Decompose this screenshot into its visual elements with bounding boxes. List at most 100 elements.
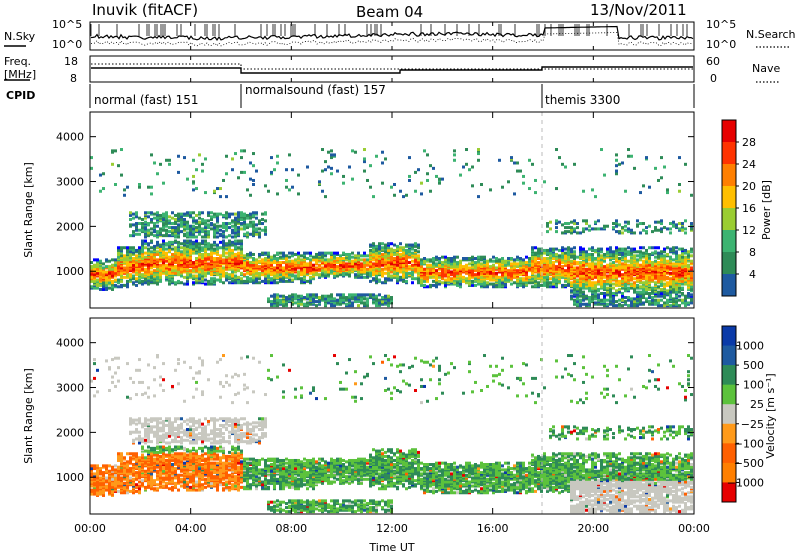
power-cell xyxy=(267,264,270,267)
power-cell xyxy=(177,155,180,158)
power-cell xyxy=(630,304,633,307)
power-cell xyxy=(228,213,231,216)
power-cell xyxy=(396,245,399,248)
power-cell xyxy=(204,191,207,194)
power-cell xyxy=(672,288,675,291)
power-cell xyxy=(513,262,516,265)
power-cell xyxy=(591,287,594,290)
power-cell xyxy=(582,275,585,278)
power-cell xyxy=(381,182,384,185)
power-cell xyxy=(264,262,267,265)
power-cell xyxy=(363,301,366,304)
power-cell xyxy=(387,249,390,252)
power-cell xyxy=(189,233,192,236)
power-cell xyxy=(603,292,606,295)
power-cell xyxy=(357,275,360,278)
power-cell xyxy=(516,269,519,272)
power-cell xyxy=(561,252,564,255)
power-cell xyxy=(330,167,333,170)
power-cell xyxy=(537,250,540,253)
power-cell xyxy=(573,301,576,304)
power-cell xyxy=(297,261,300,264)
power-cell xyxy=(432,261,435,264)
power-cell xyxy=(237,226,240,229)
nave-right-tick-bottom: 0 xyxy=(710,72,717,85)
power-cell xyxy=(174,230,177,233)
power-cell xyxy=(549,227,552,230)
power-cell xyxy=(609,262,612,265)
power-cell xyxy=(324,195,327,198)
power-cell xyxy=(210,215,213,218)
power-cell xyxy=(321,297,324,300)
power-cell xyxy=(240,242,243,245)
power-cell xyxy=(96,272,99,275)
power-cell xyxy=(381,253,384,256)
power-cell xyxy=(573,293,576,296)
power-cell xyxy=(564,230,567,233)
power-cell xyxy=(621,273,624,276)
power-cell xyxy=(468,269,471,272)
power-cell xyxy=(645,257,648,260)
power-cell xyxy=(267,261,270,264)
power-cell xyxy=(555,230,558,233)
power-cell xyxy=(207,248,210,251)
power-cell xyxy=(171,217,174,220)
power-cell xyxy=(375,275,378,278)
power-cell xyxy=(138,279,141,282)
power-cell xyxy=(177,280,180,283)
power-cell xyxy=(195,257,198,260)
power-cell xyxy=(123,246,126,249)
power-cell xyxy=(150,192,153,195)
power-cell xyxy=(198,230,201,233)
power-cell xyxy=(627,221,630,224)
power-cell xyxy=(474,269,477,272)
power-cell xyxy=(180,268,183,271)
power-cell xyxy=(669,248,672,251)
power-cell xyxy=(576,269,579,272)
power-cell xyxy=(666,299,669,302)
power-cell xyxy=(168,226,171,229)
power-cell xyxy=(282,280,285,283)
power-cell xyxy=(561,258,564,261)
power-cell xyxy=(213,223,216,226)
power-cell xyxy=(297,277,300,280)
power-cell xyxy=(612,287,615,290)
power-cell xyxy=(378,272,381,275)
power-cell xyxy=(534,269,537,272)
power-cell xyxy=(207,253,210,256)
power-cell xyxy=(252,223,255,226)
power-cell xyxy=(279,301,282,304)
power-cell xyxy=(648,246,651,249)
power-cell xyxy=(441,261,444,264)
power-cell xyxy=(363,293,366,296)
power-cell xyxy=(237,211,240,214)
power-cell xyxy=(393,265,396,268)
power-cell xyxy=(453,277,456,280)
power-cell xyxy=(183,269,186,272)
power-cell xyxy=(258,253,261,256)
power-cell xyxy=(573,257,576,260)
power-cell xyxy=(588,253,591,256)
power-cell xyxy=(678,227,681,230)
power-cell xyxy=(657,256,660,259)
power-cell xyxy=(159,227,162,230)
power-cell xyxy=(366,268,369,271)
power-cell xyxy=(393,253,396,256)
power-cell xyxy=(255,233,258,236)
power-cell xyxy=(192,241,195,244)
power-cell xyxy=(159,266,162,269)
power-cell xyxy=(273,293,276,296)
power-cell xyxy=(546,222,549,225)
power-cell xyxy=(390,296,393,299)
power-cell xyxy=(561,223,564,226)
power-cell xyxy=(453,258,456,261)
power-cell xyxy=(555,265,558,268)
power-cell xyxy=(276,257,279,260)
power-cell xyxy=(378,301,381,304)
power-cell xyxy=(309,261,312,264)
power-cell xyxy=(528,264,531,267)
power-cell xyxy=(603,260,606,263)
power-cell xyxy=(408,244,411,247)
power-cell xyxy=(234,240,237,243)
power-cell xyxy=(312,293,315,296)
